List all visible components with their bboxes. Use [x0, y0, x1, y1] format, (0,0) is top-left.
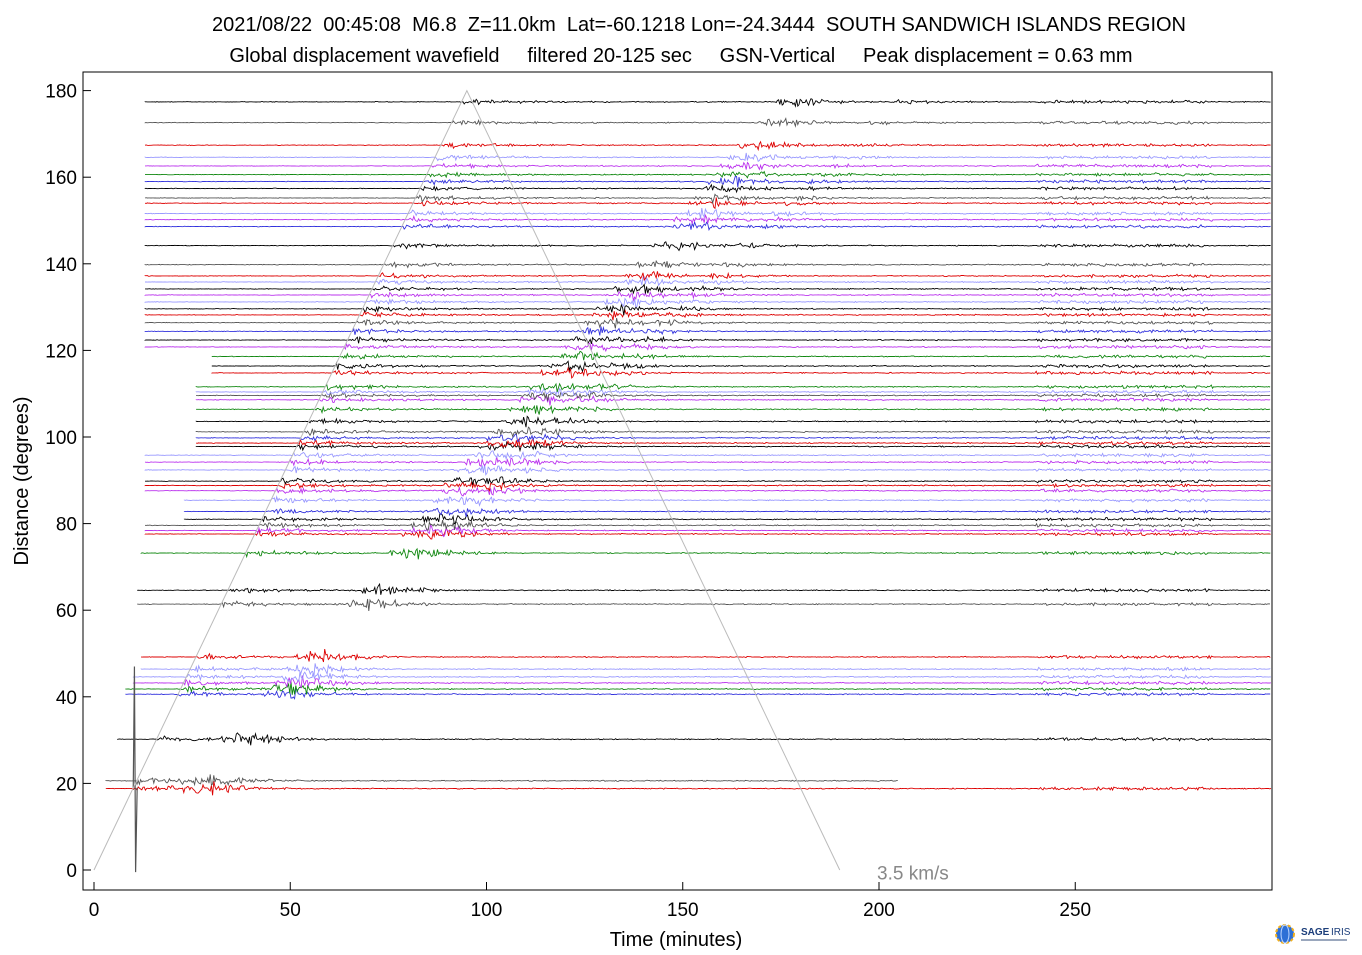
plot-frame [82, 71, 1273, 891]
seismogram-trace [144, 342, 1271, 353]
seismogram-trace [144, 98, 1271, 108]
axes-group: 0 50 100 150 200 250 0 20 40 60 80 100 120 140 160 180 [45, 82, 1091, 921]
seismogram-trace [145, 275, 1271, 287]
seismogram-trace [137, 598, 1271, 612]
seismogram-trace [144, 140, 1271, 152]
seismogram-trace [105, 781, 1272, 796]
seismogram-trace [144, 175, 1271, 188]
seismogram-trace [144, 152, 1271, 163]
seismogram-trace [144, 464, 1271, 476]
y-tick-label: 140 [45, 255, 77, 276]
y-tick-label: 180 [45, 82, 77, 103]
x-tick-label: 0 [89, 900, 100, 921]
y-tick-label: 160 [45, 168, 77, 189]
y-tick-label: 100 [45, 428, 77, 449]
seismogram-trace [144, 456, 1271, 467]
seismogram-spike [132, 666, 138, 873]
seismogram-trace [144, 522, 1271, 538]
seismogram-trace [132, 675, 1271, 689]
y-tick-label: 120 [45, 341, 77, 362]
seismogram-trace [144, 308, 1271, 321]
velocity-reference-line [93, 89, 841, 871]
velocity-label: 3.5 km/s [877, 864, 949, 885]
seismogram-trace [144, 183, 1271, 194]
seismogram-trace [144, 241, 1271, 252]
seismogram-trace [144, 290, 1271, 302]
seismogram-trace [144, 317, 1271, 329]
seismogram-trace [137, 582, 1271, 595]
y-tick-label: 80 [56, 515, 77, 536]
seismogram-trace [195, 394, 1271, 406]
seismogram-trace [145, 161, 1271, 171]
seismogram-trace [141, 649, 1271, 663]
seismogram-trace [144, 325, 1271, 336]
seismogram-trace [125, 681, 1271, 695]
seismogram-trace [144, 527, 1271, 540]
y-tick-label: 60 [56, 601, 77, 622]
seismogram-trace [196, 438, 1271, 448]
trace-group [105, 98, 1272, 873]
seismogram-trace [144, 480, 1271, 493]
seismogram-trace [195, 387, 1271, 398]
y-tick-label: 0 [66, 861, 77, 882]
x-tick-label: 200 [863, 900, 895, 921]
x-tick-label: 50 [280, 900, 301, 921]
seismogram-trace [144, 259, 1271, 269]
seismogram-trace [145, 283, 1271, 295]
seismogram-trace [195, 382, 1271, 393]
seismogram-trace [144, 450, 1271, 461]
seismogram-trace [195, 433, 1271, 442]
seismogram-trace [144, 197, 1271, 210]
seismogram-trace [195, 415, 1271, 428]
globe-icon [1275, 924, 1295, 944]
seismogram-trace [196, 404, 1271, 415]
logo-text: SAGE [1301, 927, 1330, 938]
seismogram-trace [144, 303, 1271, 316]
seismogram-trace [144, 207, 1271, 219]
seismogram-trace [144, 297, 1271, 308]
seismogram-trace [140, 663, 1271, 678]
seismogram-trace [144, 193, 1271, 205]
seismogram-trace [183, 512, 1271, 525]
y-tick-label: 40 [56, 688, 77, 709]
seismogram-trace [140, 547, 1271, 560]
sage-iris-logo[interactable]: SAGE IRIS [1273, 918, 1353, 948]
seismogram-trace [145, 170, 1271, 179]
seismogram-trace [144, 335, 1271, 345]
y-axis-label: Distance (degrees) [11, 397, 33, 566]
seismogram-trace [132, 671, 1271, 683]
seismogram-trace [144, 270, 1271, 282]
seismogram-trace [183, 495, 1271, 507]
seismogram-trace [144, 220, 1271, 231]
seismogram-trace [195, 426, 1271, 439]
logo-underline [1301, 939, 1347, 941]
seismogram-trace [145, 476, 1271, 486]
seismogram-trace [105, 774, 898, 787]
seismogram-trace [144, 213, 1271, 225]
seismogram-trace [144, 485, 1271, 497]
seismogram-trace [195, 441, 1271, 453]
seismogram-trace [211, 350, 1271, 361]
seismogram-trace [117, 732, 1271, 746]
x-axis-label: Time (minutes) [610, 929, 743, 951]
x-tick-label: 250 [1059, 900, 1091, 921]
x-tick-label: 100 [471, 900, 503, 921]
logo-subtext: IRIS [1331, 927, 1351, 938]
seismogram-trace [144, 117, 1271, 128]
seismogram-trace [144, 519, 1271, 531]
seismogram-trace [211, 360, 1271, 373]
chart-title: 2021/08/22 00:45:08 M6.8 Z=11.0km Lat=-6… [211, 14, 1186, 36]
chart-subtitle: Global displacement wavefield filtered 2… [229, 45, 1133, 67]
y-tick-label: 20 [56, 774, 77, 795]
seismogram-trace [211, 366, 1271, 379]
x-tick-label: 150 [667, 900, 699, 921]
seismogram-trace [183, 507, 1271, 518]
seismogram-trace [125, 687, 1271, 700]
seismogram-trace [196, 390, 1271, 401]
